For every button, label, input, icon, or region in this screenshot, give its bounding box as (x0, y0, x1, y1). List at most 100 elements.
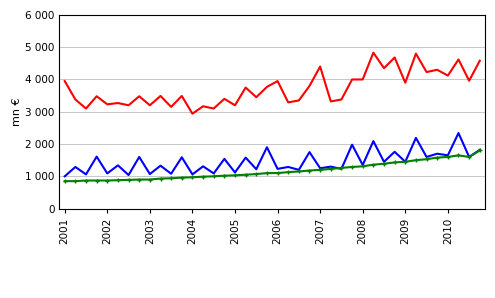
Statsandelar (285, 170, 291, 174)
Statsandelar (83, 179, 89, 182)
Verksamhetsinkomster (328, 165, 334, 168)
Skatteinkomster (317, 65, 323, 68)
Skatteinkomster (83, 107, 89, 110)
Verksamhetsinkomster (62, 175, 68, 178)
Skatteinkomster (424, 70, 430, 74)
Verksamhetsinkomster (157, 164, 163, 167)
Skatteinkomster (147, 103, 153, 107)
Verksamhetsinkomster (477, 148, 483, 152)
Skatteinkomster (328, 100, 334, 103)
Statsandelar (94, 179, 99, 182)
Verksamhetsinkomster (190, 173, 196, 176)
Verksamhetsinkomster (136, 155, 142, 159)
Skatteinkomster (200, 105, 206, 108)
Statsandelar (253, 172, 259, 176)
Verksamhetsinkomster (306, 150, 312, 154)
Verksamhetsinkomster (317, 167, 323, 170)
Skatteinkomster (94, 94, 99, 98)
Statsandelar (328, 167, 334, 171)
Skatteinkomster (275, 79, 281, 83)
Statsandelar (296, 170, 302, 173)
Verksamhetsinkomster (104, 172, 110, 175)
Statsandelar (349, 165, 355, 169)
Verksamhetsinkomster (147, 172, 153, 176)
Skatteinkomster (253, 95, 259, 99)
Skatteinkomster (62, 79, 68, 83)
Verksamhetsinkomster (179, 156, 185, 159)
Skatteinkomster (285, 101, 291, 104)
Verksamhetsinkomster (413, 136, 419, 140)
Statsandelar (104, 179, 110, 182)
Line: Statsandelar: Statsandelar (62, 148, 482, 184)
Skatteinkomster (136, 94, 142, 98)
Statsandelar (402, 160, 408, 164)
Statsandelar (62, 179, 68, 183)
Y-axis label: mn €: mn € (12, 97, 22, 126)
Statsandelar (126, 178, 132, 182)
Verksamhetsinkomster (253, 167, 259, 171)
Verksamhetsinkomster (349, 143, 355, 147)
Statsandelar (157, 177, 163, 180)
Verksamhetsinkomster (211, 172, 217, 175)
Statsandelar (434, 156, 440, 159)
Statsandelar (221, 174, 227, 178)
Verksamhetsinkomster (434, 152, 440, 156)
Verksamhetsinkomster (466, 155, 472, 159)
Statsandelar (115, 179, 121, 182)
Skatteinkomster (360, 78, 366, 81)
Skatteinkomster (157, 94, 163, 98)
Skatteinkomster (211, 107, 217, 110)
Verksamhetsinkomster (275, 167, 281, 171)
Line: Skatteinkomster: Skatteinkomster (65, 53, 480, 114)
Skatteinkomster (115, 101, 121, 105)
Skatteinkomster (413, 52, 419, 55)
Skatteinkomster (104, 103, 110, 106)
Statsandelar (392, 161, 397, 164)
Verksamhetsinkomster (402, 160, 408, 164)
Statsandelar (455, 153, 461, 157)
Skatteinkomster (349, 78, 355, 81)
Verksamhetsinkomster (381, 160, 387, 164)
Verksamhetsinkomster (392, 150, 397, 153)
Line: Verksamhetsinkomster: Verksamhetsinkomster (65, 133, 480, 176)
Skatteinkomster (168, 105, 174, 109)
Verksamhetsinkomster (115, 164, 121, 167)
Verksamhetsinkomster (126, 173, 132, 177)
Verksamhetsinkomster (424, 155, 430, 159)
Skatteinkomster (126, 103, 132, 107)
Verksamhetsinkomster (168, 172, 174, 176)
Statsandelar (413, 159, 419, 162)
Statsandelar (211, 175, 217, 178)
Statsandelar (264, 171, 270, 175)
Skatteinkomster (466, 79, 472, 83)
Statsandelar (360, 164, 366, 168)
Statsandelar (466, 155, 472, 159)
Skatteinkomster (306, 84, 312, 88)
Statsandelar (306, 169, 312, 172)
Verksamhetsinkomster (370, 139, 376, 143)
Statsandelar (370, 163, 376, 167)
Statsandelar (179, 176, 185, 179)
Verksamhetsinkomster (455, 131, 461, 135)
Statsandelar (147, 178, 153, 181)
Statsandelar (243, 173, 248, 176)
Skatteinkomster (296, 99, 302, 102)
Skatteinkomster (264, 85, 270, 89)
Skatteinkomster (232, 103, 238, 107)
Statsandelar (381, 162, 387, 165)
Statsandelar (190, 176, 196, 179)
Verksamhetsinkomster (445, 153, 451, 157)
Statsandelar (424, 157, 430, 161)
Statsandelar (72, 179, 78, 183)
Statsandelar (168, 176, 174, 180)
Skatteinkomster (339, 98, 345, 101)
Skatteinkomster (477, 59, 483, 63)
Statsandelar (339, 166, 345, 170)
Skatteinkomster (402, 81, 408, 85)
Skatteinkomster (221, 97, 227, 101)
Statsandelar (317, 168, 323, 172)
Statsandelar (477, 149, 483, 152)
Verksamhetsinkomster (83, 173, 89, 176)
Skatteinkomster (381, 66, 387, 70)
Verksamhetsinkomster (94, 155, 99, 159)
